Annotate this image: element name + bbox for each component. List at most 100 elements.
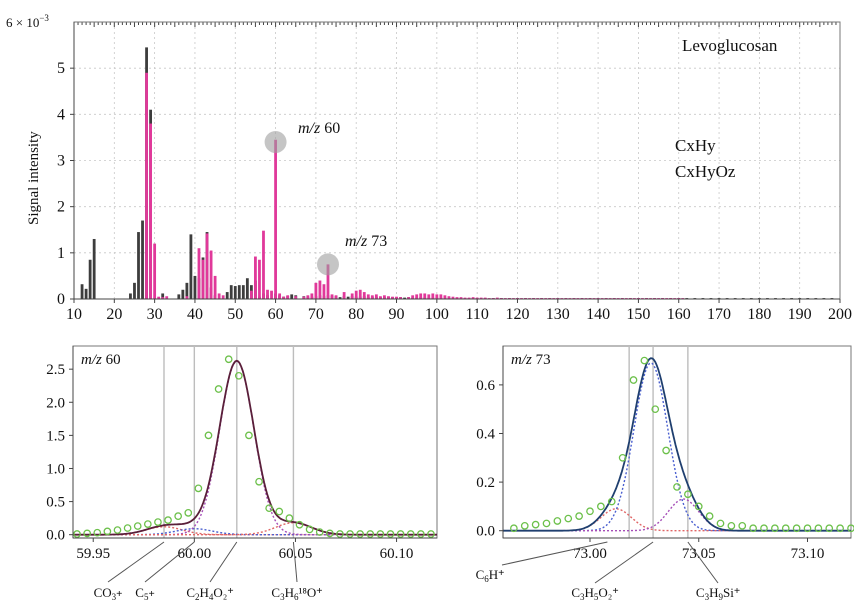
cxhy-bar	[346, 296, 350, 299]
cxhy-bar	[241, 285, 245, 299]
cxhy-bar	[141, 220, 144, 299]
cxhy-bar	[129, 293, 132, 299]
cxhy-bar	[338, 297, 342, 299]
cxhyoz-bar	[439, 294, 443, 299]
cxhy-bar	[245, 278, 249, 299]
cxhy-bar	[233, 286, 237, 299]
bl-x-tick-label: 60.00	[177, 546, 211, 562]
br-data-point	[792, 524, 801, 533]
cxhyoz-bar	[266, 289, 269, 299]
bl-y-tick-label: 1.5	[46, 428, 65, 444]
br-data-point	[575, 512, 583, 520]
br-data-point	[597, 502, 605, 511]
bl-data-point	[406, 530, 415, 538]
br-data-point	[629, 376, 638, 384]
br-data-point	[510, 524, 518, 533]
bl-data-point	[265, 504, 274, 513]
mz60-ion-labels: CO3+ C5+ C2H4O₂+ C3H6¹⁸O+	[94, 541, 323, 602]
cxhyoz-bar	[435, 294, 439, 299]
br-data-point	[694, 502, 703, 511]
top-y-tick-label: 0	[57, 291, 65, 308]
cxhyoz-bar	[455, 297, 459, 299]
cxhyoz-bar	[334, 295, 338, 299]
br-data-point	[803, 524, 812, 533]
cxhyoz-bar	[217, 293, 221, 299]
br-data-point	[618, 453, 627, 462]
mz60-ion-leader-line	[107, 541, 165, 583]
cxhyoz-bar	[314, 282, 318, 299]
bl-data-point	[164, 516, 172, 524]
cxhyoz-bar	[278, 293, 282, 299]
cxhyoz-bar	[330, 294, 334, 299]
bl-data-point	[356, 530, 365, 538]
br-total-fit-curve	[503, 357, 851, 532]
cxhyoz-bar	[310, 293, 314, 299]
mz73-data-points	[510, 356, 854, 533]
br-data-point	[760, 524, 768, 533]
cxhyoz-bar	[262, 230, 265, 299]
br-data-point	[705, 512, 714, 520]
cxhy-bar	[133, 282, 136, 299]
cxhyoz-bar	[201, 259, 205, 299]
cxhy-bar	[185, 282, 189, 299]
cxhyoz-bar	[157, 296, 161, 299]
cxhyoz-bar	[145, 72, 148, 300]
cxhyoz-bar	[205, 233, 209, 299]
legend-cxhyoz: CxHyOz	[675, 162, 736, 181]
cxhyoz-bar	[282, 296, 286, 299]
br-component-curve	[503, 508, 851, 532]
cxhyoz-bar	[374, 294, 378, 299]
cxhyoz-bar	[383, 295, 386, 299]
top-grid	[73, 22, 841, 300]
cxhyoz-bar	[318, 280, 322, 299]
br-data-point	[564, 514, 573, 523]
mz60-panel-title: m/z 60	[81, 352, 121, 368]
bl-data-point	[275, 507, 284, 516]
mz60-ion-leader-line	[292, 541, 298, 583]
bl-y-tick-label: 2.5	[46, 362, 65, 378]
cxhyoz-bar	[165, 296, 169, 299]
cxhyoz-bar	[431, 293, 435, 299]
cxhyoz-bar	[209, 250, 213, 299]
peak-highlight-circle	[316, 253, 339, 276]
cxhy-bar	[403, 297, 406, 299]
bl-data-point	[123, 524, 132, 532]
chart-title: Levoglucosan	[682, 36, 778, 55]
bl-x-tick-label: 59.95	[76, 546, 110, 562]
cxhy-bar	[290, 294, 294, 299]
mz60-ion-label: C5+	[135, 585, 154, 602]
br-y-tick-label: 0.2	[476, 475, 495, 491]
cxhyoz-bar	[399, 297, 402, 299]
cxhy-bar	[137, 232, 140, 299]
top-y-tick-label: 1	[57, 245, 65, 262]
br-data-point	[651, 405, 660, 414]
bl-data-point	[174, 512, 183, 521]
bl-data-point	[133, 522, 142, 530]
cxhy-bar	[80, 284, 84, 299]
br-data-point	[716, 519, 725, 528]
mz73-ion-label: C6H+	[476, 567, 505, 584]
br-data-point	[847, 524, 854, 533]
bl-y-tick-label: 0.5	[46, 495, 65, 511]
br-data-point	[520, 521, 529, 530]
br-data-point	[781, 524, 790, 533]
cxhyoz-bar	[270, 290, 273, 299]
mz73-y-axis: 0.0 0.2 0.4 0.6	[476, 346, 504, 540]
br-x-tick-label: 73.05	[682, 546, 716, 562]
peak-highlights	[264, 131, 339, 276]
bl-data-point	[366, 530, 375, 538]
cxhy-bar	[225, 292, 229, 299]
cxhy-bar	[84, 288, 88, 299]
bl-data-point	[194, 484, 203, 493]
bl-y-tick-label: 0.0	[46, 528, 65, 544]
cxhy-bar	[92, 238, 96, 299]
cxhyoz-bar	[161, 297, 165, 299]
mz60-fit-curves	[73, 359, 437, 536]
mz73-plot-frame	[502, 345, 852, 539]
cxhyoz-bar	[447, 296, 451, 299]
bl-data-point	[224, 355, 233, 364]
cxhyoz-bar	[274, 139, 277, 299]
cxhyoz-bar	[354, 290, 358, 299]
mz60-ion-leader-line	[144, 541, 195, 583]
br-y-tick-label: 0.4	[476, 426, 495, 442]
